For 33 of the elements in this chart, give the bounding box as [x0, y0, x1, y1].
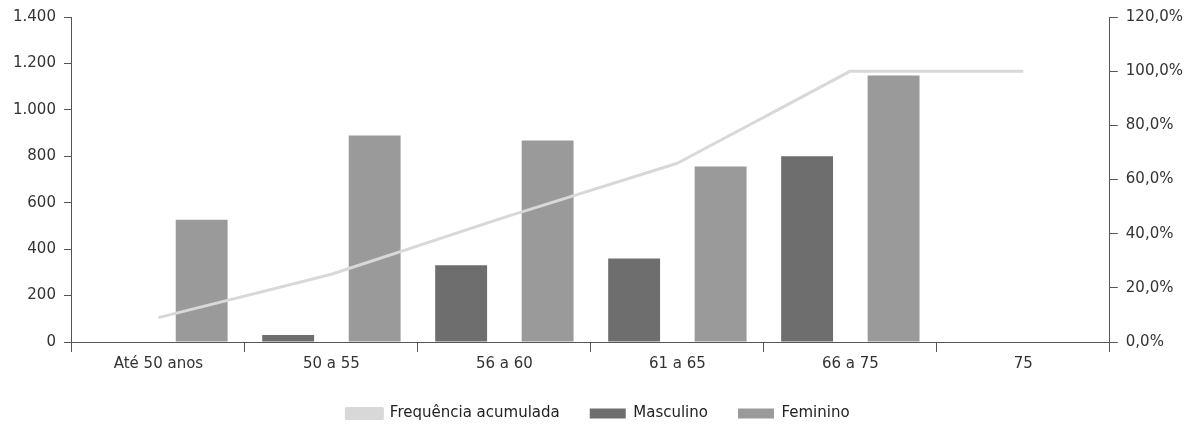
y2-tick-label: 20,0% — [1125, 277, 1174, 296]
bar — [521, 140, 574, 342]
x-tick-label: 75 — [1013, 353, 1033, 372]
bar — [781, 156, 834, 342]
y-tick-label: 1.000 — [12, 99, 56, 118]
y2-tick-label: 0,0% — [1125, 331, 1164, 350]
x-tick-label: Até 50 anos — [113, 353, 204, 372]
y2-tick-label: 100,0% — [1125, 61, 1184, 80]
bar — [348, 135, 401, 342]
x-tick-label: 66 a 75 — [821, 353, 879, 372]
x-tick-label: 56 a 60 — [475, 353, 533, 372]
y-tick-label: 800 — [27, 146, 56, 165]
legend-label: Frequência acumulada — [389, 403, 560, 422]
legend-label: Feminino — [781, 403, 850, 422]
y2-tick-label: 60,0% — [1125, 169, 1174, 188]
bar — [867, 75, 920, 342]
y2-tick-label: 40,0% — [1125, 223, 1174, 242]
y-tick-label: 1.400 — [12, 6, 56, 25]
bar — [694, 166, 747, 342]
bar — [608, 258, 661, 342]
x-tick-label: 50 a 55 — [302, 353, 360, 372]
x-tick-label: 61 a 65 — [648, 353, 706, 372]
bar — [435, 265, 488, 342]
y2-tick-label: 120,0% — [1125, 6, 1184, 25]
y2-tick-label: 80,0% — [1125, 115, 1174, 134]
y-tick-label: 1.200 — [12, 53, 56, 72]
y-tick-label: 400 — [27, 239, 56, 258]
y-tick-label: 0 — [46, 331, 56, 350]
y-tick-label: 200 — [27, 285, 56, 304]
y-tick-label: 600 — [27, 192, 56, 211]
bar — [175, 219, 228, 342]
legend-label: Masculino — [633, 403, 708, 422]
bar — [262, 335, 315, 342]
